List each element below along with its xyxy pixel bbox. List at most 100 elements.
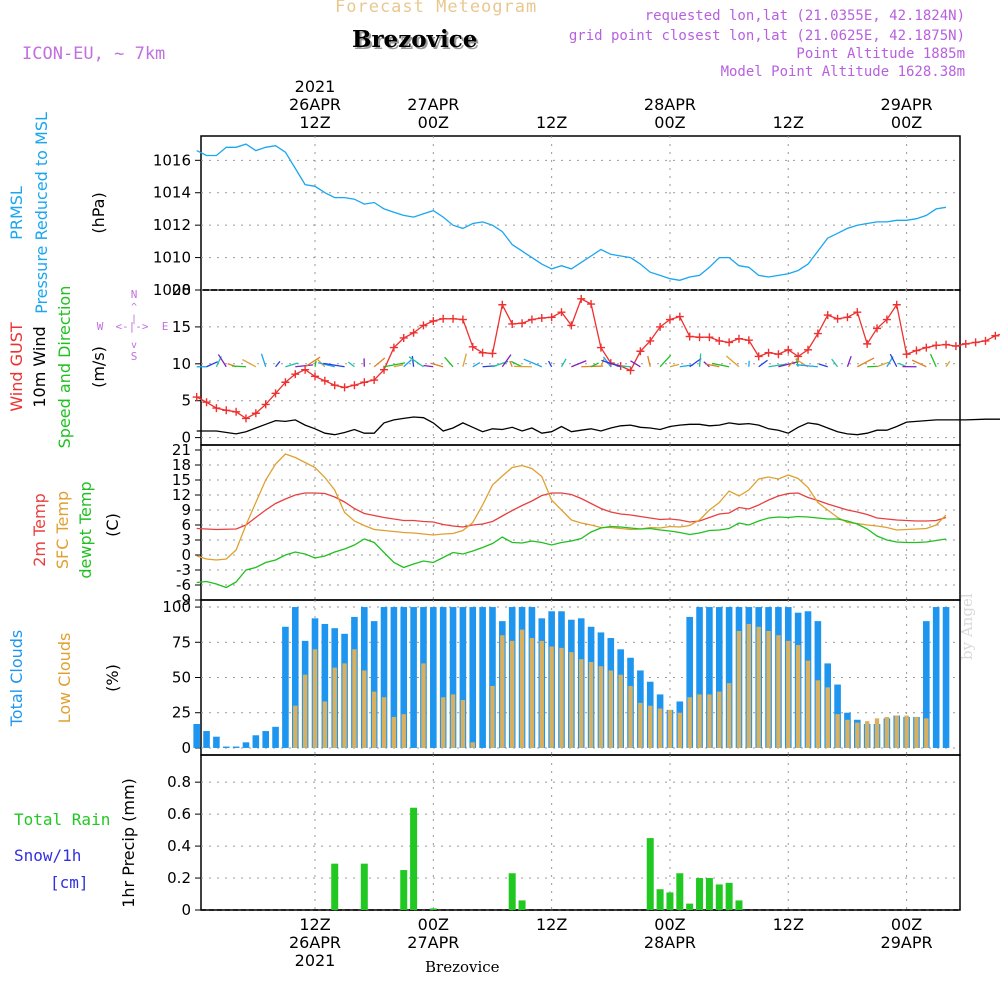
compass-s: S [131, 350, 138, 363]
gust-marker [350, 381, 359, 390]
rain-bar [508, 873, 516, 910]
wind-gust-label: Wind GUST [7, 322, 26, 412]
wind-arrow [846, 355, 852, 367]
low-cloud-bar [332, 667, 337, 748]
top-time-label: 28APR [644, 95, 696, 114]
wind-arrow [275, 360, 281, 368]
panel-border [200, 135, 961, 291]
wind-arrow [411, 355, 415, 367]
wind-arrow [945, 360, 951, 368]
low-cloud-bar [529, 638, 535, 748]
low-cloud-bar [638, 702, 643, 748]
pressure-label2: Pressure Reduced to MSL [32, 112, 51, 314]
wind-arrow [856, 357, 875, 368]
low-cloud-bar [746, 623, 752, 748]
gust-marker [843, 313, 852, 322]
wind-arrow [509, 360, 513, 368]
rain-bar [725, 882, 733, 910]
wind-arrow [725, 355, 740, 368]
wind-arrow [601, 359, 621, 368]
gust-marker [715, 336, 724, 345]
rain-bar [666, 892, 674, 910]
wind-arrow [423, 364, 434, 368]
wind-arrow [669, 363, 680, 368]
gust-marker [389, 343, 398, 352]
rain-bar [646, 838, 654, 910]
total-cloud-bar [272, 726, 279, 748]
y-tick-label: 1016 [153, 151, 191, 169]
gust-marker [744, 336, 753, 345]
wind-arrow [571, 360, 587, 368]
total-cloud-bar [232, 746, 240, 748]
rain-bar [400, 870, 408, 910]
gust-marker [695, 333, 704, 342]
gust-marker [922, 343, 931, 352]
low-cloud-bar [864, 721, 870, 748]
temp-unit: (C) [103, 513, 122, 537]
low-cloud-bar [322, 701, 328, 748]
gust-marker [271, 389, 280, 398]
top-time-label: 29APR [881, 95, 933, 114]
total-cloud-bar [696, 607, 703, 748]
low-cloud-bar [569, 652, 574, 748]
top-time-label: 2021 [295, 77, 336, 96]
gust-marker [547, 313, 556, 322]
total-cloud-bar [321, 623, 329, 748]
wind-arrow [787, 361, 794, 368]
wind-arrow [393, 364, 404, 368]
gust-marker [882, 315, 891, 324]
low-cloud-bar [618, 674, 623, 748]
wind-arrow [206, 361, 218, 368]
rain-bar [686, 903, 694, 910]
low-cloud-bar [766, 631, 771, 748]
wind-arrow [295, 364, 314, 368]
snow-unit: [cm] [50, 873, 89, 892]
gust-marker [212, 404, 221, 413]
gust-marker [468, 342, 477, 351]
wind-arrow [373, 357, 386, 368]
low-cloud-bar [697, 694, 702, 748]
wind-arrow [705, 363, 720, 368]
bottom-time-label: 00Z [418, 915, 449, 934]
clouds-unit: (%) [103, 664, 122, 692]
temp-line-2 [196, 515, 947, 589]
gust-marker [439, 314, 448, 323]
gust-marker [981, 336, 990, 345]
low-cloud-bar [559, 647, 564, 748]
snow-legend: Snow/1h [14, 846, 81, 865]
total-cloud-bar [430, 607, 437, 748]
wind-arrow [317, 362, 335, 368]
gust-marker [626, 366, 635, 375]
top-time-label: 12Z [773, 113, 804, 132]
total-cloud-bar [410, 607, 417, 748]
y-tick-label: 50 [172, 669, 191, 687]
total-cloud-bar [390, 607, 398, 748]
y-tick-label: 0.6 [167, 805, 191, 823]
gust-marker [518, 319, 527, 328]
compass-down: v [131, 340, 137, 351]
low-cloud-bar [657, 708, 663, 748]
wind-arrow [217, 354, 227, 368]
y-tick-label: 0 [181, 546, 191, 564]
wind-arrow [242, 358, 257, 368]
model-altitude: Model Point Altitude 1628.38m [720, 64, 965, 80]
total-cloud-bar [715, 607, 723, 748]
gust-marker [409, 328, 418, 337]
low-cloud-bar [588, 662, 594, 748]
total-cloud-bar [459, 607, 467, 748]
wind-arrow [323, 362, 345, 368]
y-tick-label: 1012 [153, 216, 191, 234]
total-cloud-bar [942, 607, 950, 748]
gust-marker [419, 321, 428, 330]
wind-arrow [647, 355, 651, 367]
low-cloud-bar [579, 659, 584, 748]
watermark: by Angel [958, 593, 976, 660]
y-tick-label: -3 [176, 561, 191, 579]
wind10-line [196, 416, 1000, 436]
low-cloud-bar [756, 626, 761, 748]
gust-marker [370, 376, 379, 385]
total-cloud-bar [291, 607, 299, 748]
gust-marker [232, 407, 241, 416]
low-cloud-bar [776, 635, 781, 748]
low-cloud-bar [598, 666, 604, 748]
